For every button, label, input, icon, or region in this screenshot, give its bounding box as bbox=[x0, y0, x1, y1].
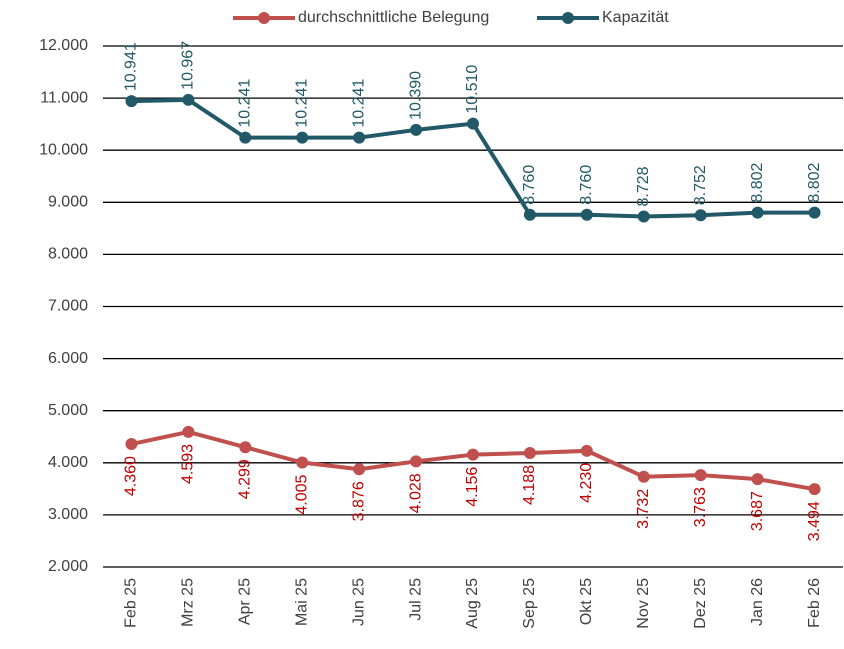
point bbox=[808, 483, 821, 496]
y-tick-label: 9.000 bbox=[48, 194, 88, 211]
x-tick-label: Feb 26 bbox=[806, 578, 823, 628]
point bbox=[353, 131, 366, 144]
point bbox=[580, 208, 593, 221]
data-label: 4.593 bbox=[180, 444, 197, 484]
point bbox=[751, 473, 764, 486]
data-label: 8.760 bbox=[578, 165, 595, 205]
x-tick-label: Jul 25 bbox=[407, 578, 424, 621]
data-label: 8.802 bbox=[806, 162, 823, 202]
point bbox=[637, 210, 650, 223]
data-label: 10.941 bbox=[123, 42, 140, 91]
point bbox=[239, 441, 252, 454]
x-tick-label: Apr 25 bbox=[237, 578, 254, 625]
x-tick-label: Mrz 25 bbox=[180, 578, 197, 627]
point bbox=[694, 469, 707, 482]
point bbox=[296, 456, 309, 469]
point bbox=[523, 447, 536, 460]
data-label: 3.763 bbox=[692, 487, 709, 527]
data-label: 10.241 bbox=[237, 79, 254, 128]
y-tick-label: 6.000 bbox=[48, 350, 88, 367]
point bbox=[694, 209, 707, 222]
data-label: 4.299 bbox=[237, 459, 254, 499]
point bbox=[182, 93, 195, 106]
x-tick-label: Dez 25 bbox=[692, 578, 709, 629]
point bbox=[467, 117, 479, 130]
data-label: 10.967 bbox=[180, 41, 197, 90]
data-label: 4.156 bbox=[464, 467, 481, 507]
point bbox=[296, 131, 309, 144]
point bbox=[353, 463, 366, 476]
y-tick-label: 10.000 bbox=[39, 141, 88, 158]
data-label: 4.188 bbox=[521, 465, 538, 505]
point bbox=[467, 448, 479, 461]
data-label: 8.752 bbox=[692, 165, 709, 205]
point bbox=[125, 438, 138, 451]
x-tick-label: Feb 25 bbox=[123, 578, 140, 628]
x-tick-label: Sep 25 bbox=[521, 578, 538, 629]
data-label: 3.732 bbox=[635, 489, 652, 529]
data-label: 8.760 bbox=[521, 165, 538, 205]
x-tick-label: Jun 25 bbox=[350, 578, 367, 626]
x-tick-label: Nov 25 bbox=[635, 578, 652, 629]
legend-marker bbox=[562, 12, 574, 24]
data-label: 3.687 bbox=[749, 491, 766, 531]
point bbox=[125, 95, 138, 108]
point bbox=[410, 455, 423, 468]
y-tick-label: 12.000 bbox=[39, 37, 88, 54]
point bbox=[182, 425, 195, 438]
data-label: 10.390 bbox=[407, 71, 424, 120]
x-tick-label: Mai 25 bbox=[293, 578, 310, 626]
point bbox=[637, 470, 650, 483]
data-label: 4.230 bbox=[578, 463, 595, 503]
y-tick-label: 4.000 bbox=[48, 454, 88, 471]
legend-label: Kapazität bbox=[602, 9, 669, 26]
point bbox=[580, 444, 593, 457]
data-label: 4.028 bbox=[407, 473, 424, 513]
x-tick-label: Okt 25 bbox=[578, 578, 595, 625]
point bbox=[808, 206, 821, 219]
data-label: 3.494 bbox=[806, 501, 823, 541]
legend-marker bbox=[258, 12, 270, 24]
series-line bbox=[131, 97, 815, 219]
data-label: 10.241 bbox=[293, 79, 310, 128]
y-tick-label: 11.000 bbox=[40, 89, 88, 106]
x-tick-label: Aug 25 bbox=[464, 578, 481, 629]
y-tick-label: 5.000 bbox=[48, 402, 88, 419]
data-label: 10.241 bbox=[350, 79, 367, 128]
point bbox=[751, 206, 764, 219]
y-tick-label: 3.000 bbox=[48, 506, 88, 523]
y-tick-label: 2.000 bbox=[48, 558, 88, 575]
legend-label: durchschnittliche Belegung bbox=[298, 9, 489, 26]
y-tick-label: 8.000 bbox=[48, 246, 88, 263]
point bbox=[410, 123, 423, 136]
data-label: 8.728 bbox=[635, 166, 652, 206]
data-label: 4.360 bbox=[123, 456, 140, 496]
point bbox=[239, 131, 252, 144]
data-label: 4.005 bbox=[293, 474, 310, 514]
x-tick-label: Jan 26 bbox=[749, 578, 766, 626]
data-label: 10.510 bbox=[464, 65, 481, 114]
point bbox=[523, 208, 536, 221]
y-tick-label: 7.000 bbox=[48, 298, 88, 315]
data-label: 8.802 bbox=[749, 162, 766, 202]
data-label: 3.876 bbox=[350, 481, 367, 521]
